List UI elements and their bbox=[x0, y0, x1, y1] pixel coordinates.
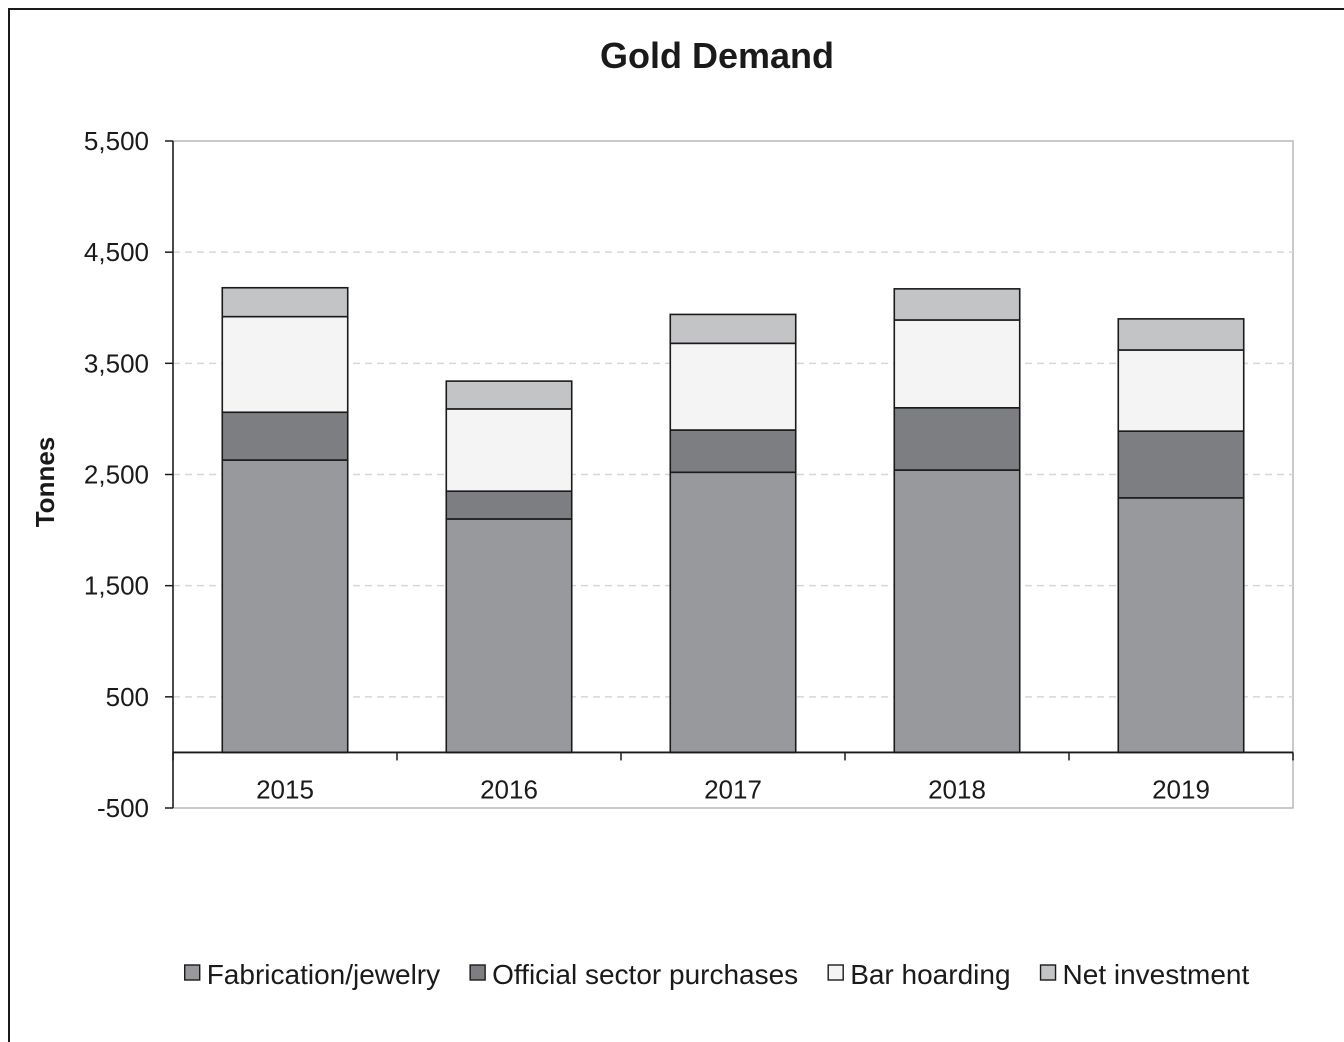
bar-segment bbox=[893, 288, 1021, 321]
y-tick-label: 500 bbox=[106, 682, 149, 712]
y-tick-label: 4,500 bbox=[84, 237, 149, 267]
legend-swatch bbox=[827, 964, 844, 981]
bar-segment bbox=[221, 459, 349, 754]
bar-segment bbox=[669, 429, 797, 474]
y-axis-title: Tonnes bbox=[30, 437, 60, 528]
bar-segment bbox=[1117, 497, 1245, 754]
legend-label: Net investment bbox=[1063, 959, 1250, 990]
legend-label: Bar hoarding bbox=[850, 959, 1010, 990]
x-tick-label: 2016 bbox=[480, 774, 538, 804]
legend: Fabrication/jewelry Official sector purch… bbox=[184, 959, 1250, 990]
bar-segment bbox=[893, 319, 1021, 409]
bar-segment bbox=[893, 406, 1021, 471]
bar-segment bbox=[445, 518, 573, 754]
bar-segment bbox=[669, 471, 797, 754]
legend-label: Fabrication/jewelry bbox=[207, 959, 440, 990]
legend-swatch bbox=[184, 964, 201, 981]
y-tick-label: 1,500 bbox=[84, 571, 149, 601]
chart-title: Gold Demand bbox=[600, 35, 834, 76]
bar-segment bbox=[1117, 430, 1245, 499]
y-tick-label: 3,500 bbox=[84, 348, 149, 378]
legend-label: Official sector purchases bbox=[492, 959, 798, 990]
bar-segment bbox=[1117, 318, 1245, 351]
bar-segment bbox=[221, 315, 349, 414]
y-tick-label: 5,500 bbox=[84, 126, 149, 156]
bar-segment bbox=[445, 408, 573, 492]
x-tick-label: 2017 bbox=[704, 774, 762, 804]
x-tick-label: 2019 bbox=[1152, 774, 1210, 804]
x-tick-label: 2018 bbox=[928, 774, 986, 804]
legend-swatch bbox=[1039, 964, 1057, 981]
y-tick-label: -500 bbox=[97, 793, 149, 823]
bars bbox=[221, 286, 1245, 754]
bar-segment bbox=[893, 469, 1021, 754]
bar-segment bbox=[221, 411, 349, 461]
axes: -500 500 1,500 2,500 3,500 4,500 5,500 2015 2016… bbox=[84, 126, 1294, 823]
legend-swatch bbox=[469, 964, 486, 981]
bar-segment bbox=[669, 342, 797, 431]
bar-segment bbox=[1117, 349, 1245, 432]
bar-segment bbox=[221, 286, 349, 318]
x-tick-label: 2015 bbox=[256, 774, 314, 804]
bar-segment bbox=[669, 313, 797, 345]
bar-segment bbox=[445, 380, 573, 410]
y-tick-label: 2,500 bbox=[84, 460, 149, 490]
bar-segment bbox=[445, 490, 573, 520]
chart-frame bbox=[8, 8, 1344, 1042]
